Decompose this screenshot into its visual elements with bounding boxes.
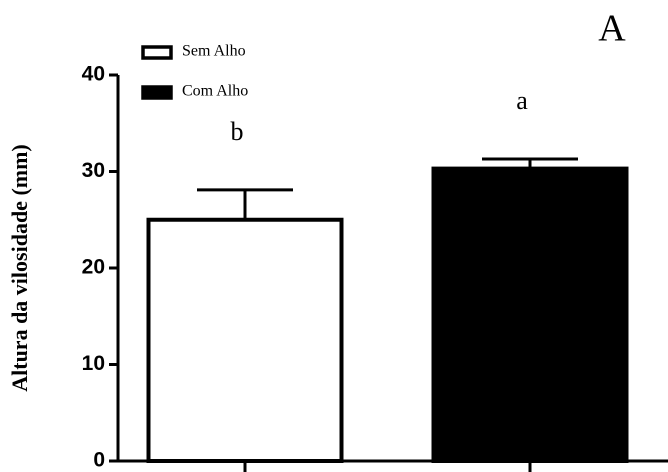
legend-label: Com Alho xyxy=(182,83,248,100)
y-tick-label: 30 xyxy=(82,159,105,182)
y-tick-label: 10 xyxy=(82,352,105,375)
legend-label: Sem Alho xyxy=(182,43,246,60)
panel-label: A xyxy=(598,8,626,50)
significance-letter: a xyxy=(516,86,528,115)
y-tick-label: 0 xyxy=(93,449,105,472)
legend-swatch xyxy=(141,45,173,60)
bar xyxy=(146,217,344,463)
legend-swatch xyxy=(141,85,173,100)
significance-letter: b xyxy=(231,117,244,146)
y-axis-label: Altura da vilosidade (mm) xyxy=(7,144,32,392)
bar xyxy=(431,166,629,463)
y-tick-label: 20 xyxy=(82,256,105,279)
y-tick-label: 40 xyxy=(82,63,105,86)
